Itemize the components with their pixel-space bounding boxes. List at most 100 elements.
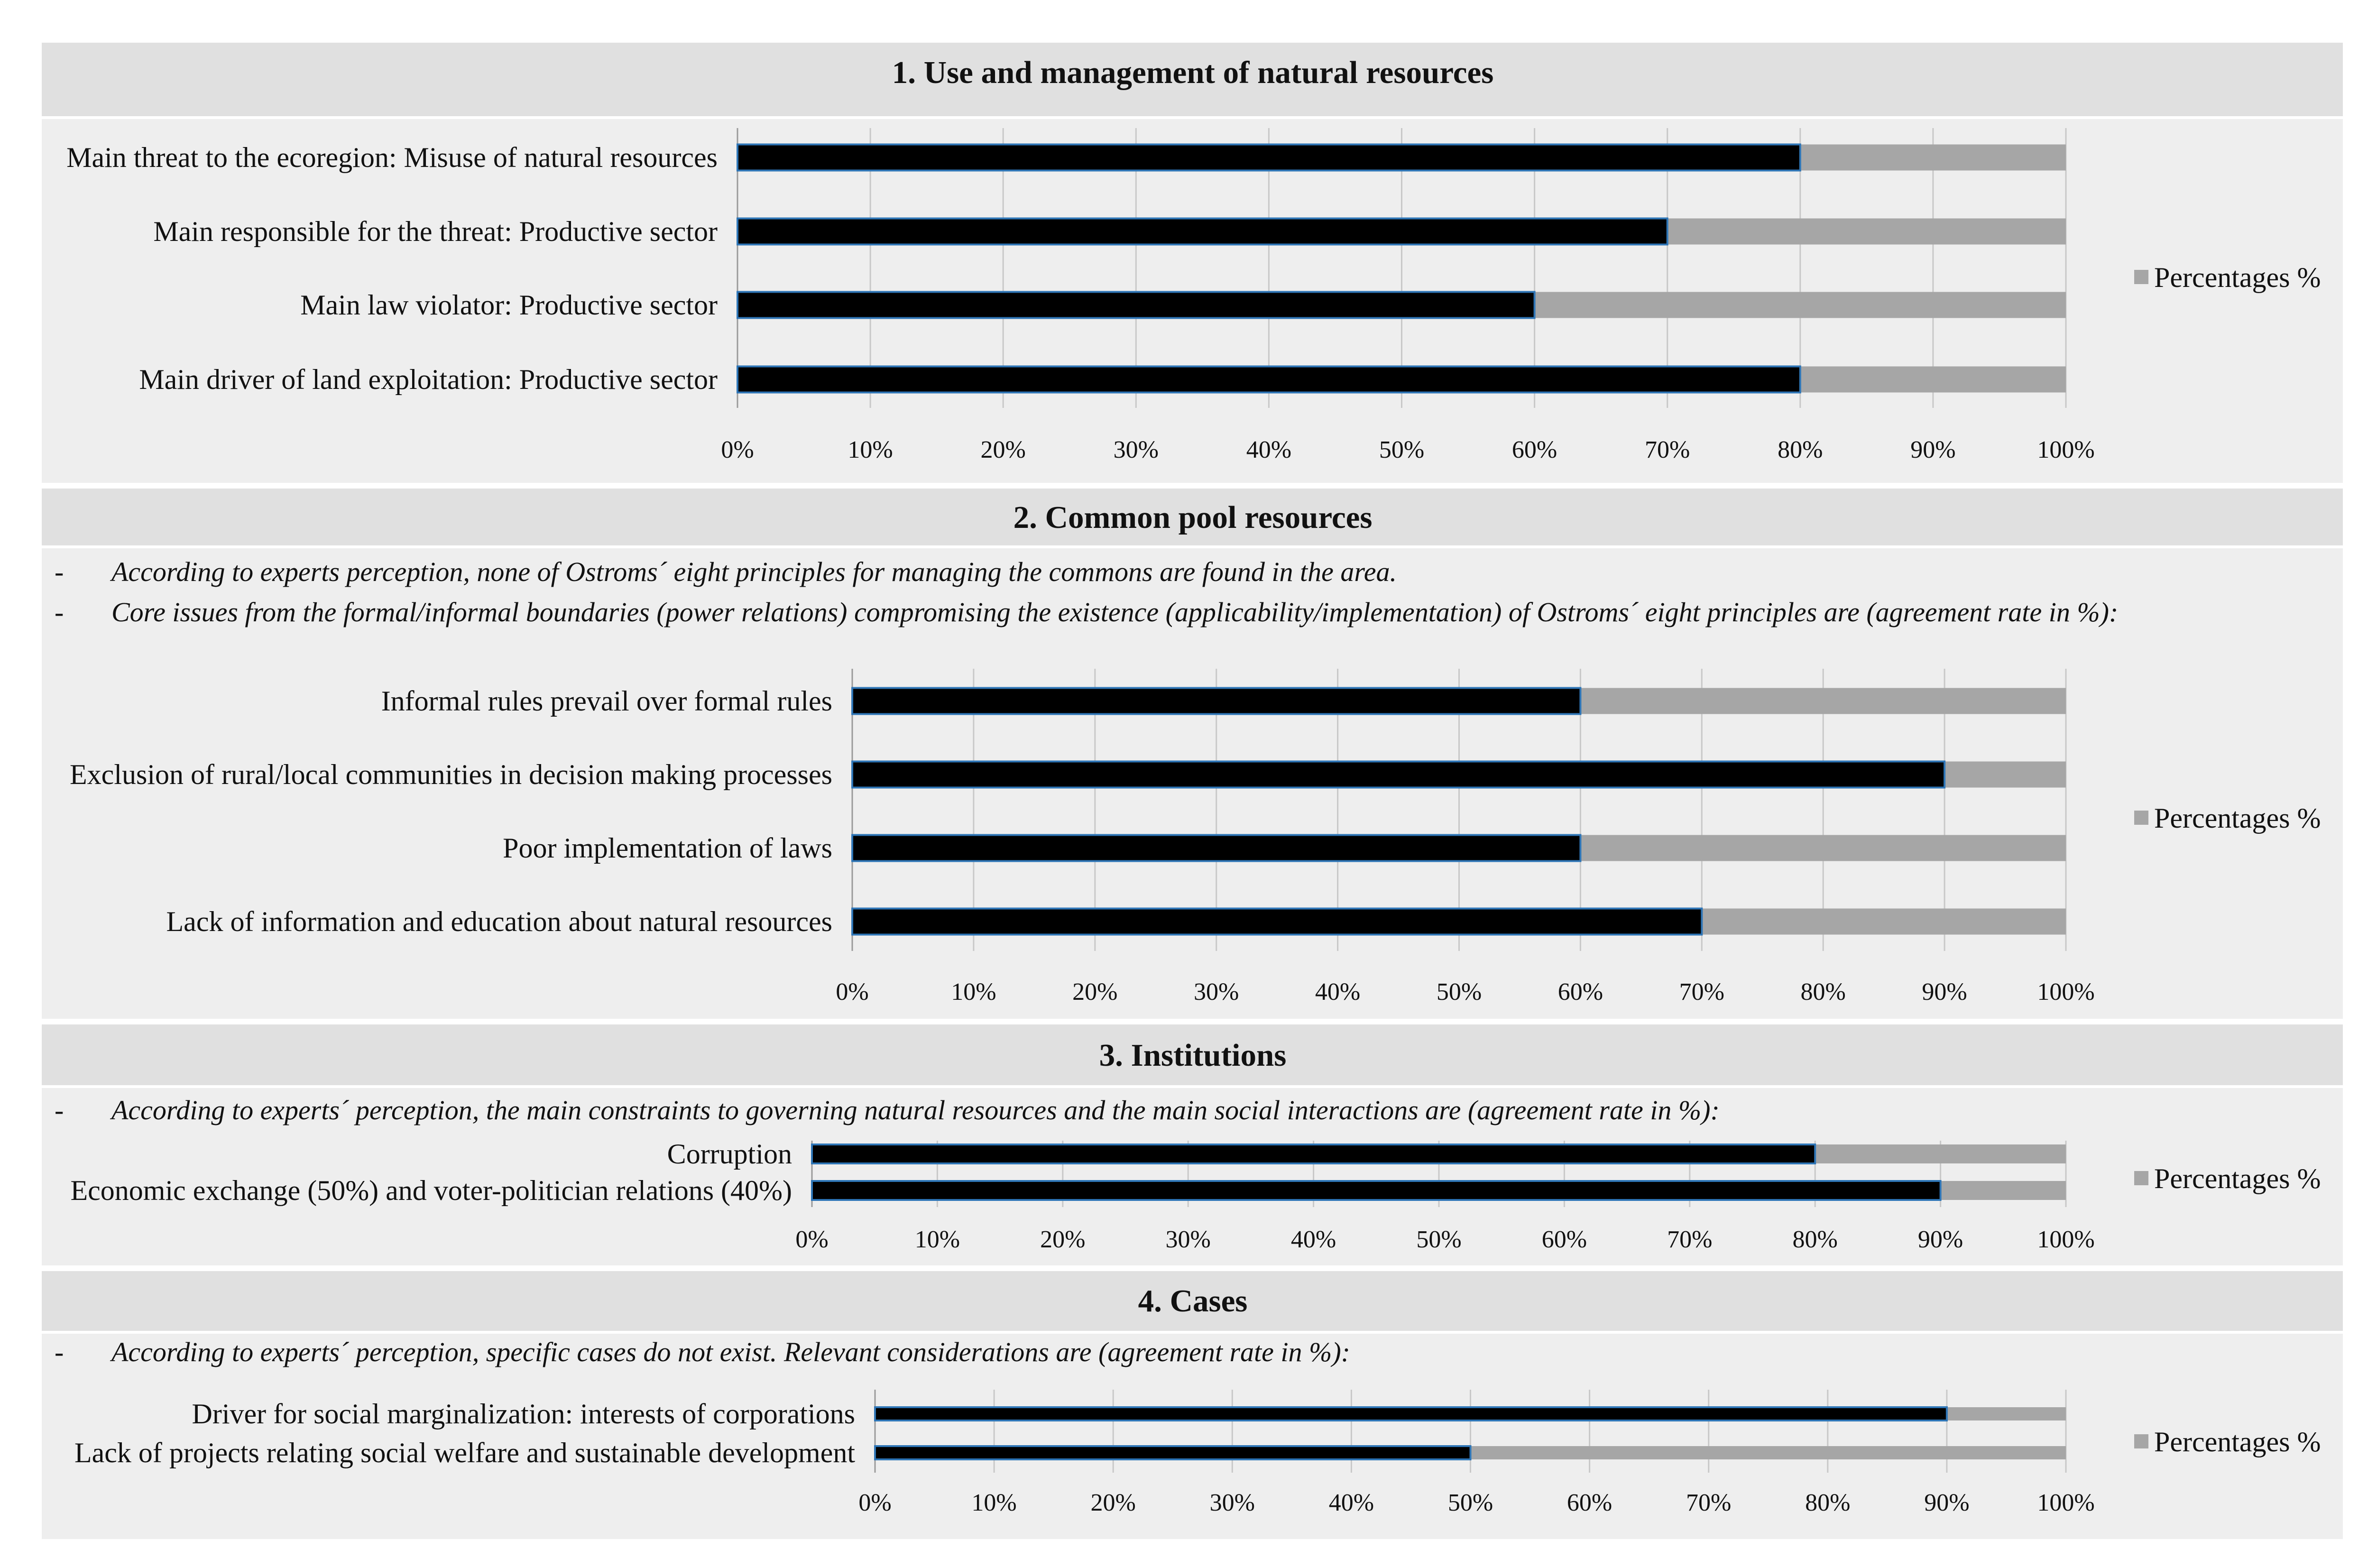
bar xyxy=(874,1406,1948,1421)
x-tick-label: 60% xyxy=(1558,978,1603,1005)
x-tick-label: 50% xyxy=(1437,978,1482,1005)
section-header-band xyxy=(42,489,2343,545)
bar xyxy=(874,1445,1472,1460)
category-label: Poor implementation of laws xyxy=(503,832,832,864)
legend-label: Percentages % xyxy=(2154,1163,2321,1194)
category-label: Main driver of land exploitation: Produc… xyxy=(139,364,718,395)
bar xyxy=(851,907,1703,936)
section-note: According to experts perception, none of… xyxy=(110,556,1397,587)
chart-panel-4: 4. Cases - According to experts´ perceptio… xyxy=(42,1271,2343,1539)
bar xyxy=(811,1180,1942,1201)
x-tick-label: 30% xyxy=(1114,436,1159,463)
category-label: Main threat to the ecoregion: Misuse of … xyxy=(66,142,718,173)
chart-panel-2: 2. Common pool resources - According to ex… xyxy=(42,489,2343,1019)
category-label: Informal rules prevail over formal rules xyxy=(381,685,832,717)
x-tick-label: 0% xyxy=(836,978,868,1005)
chart-panel-1: 1. Use and management of natural resourc… xyxy=(42,43,2343,483)
section-header-divider xyxy=(42,1331,2343,1334)
section-note: Core issues from the formal/informal bou… xyxy=(111,597,2118,627)
legend-swatch xyxy=(2134,1171,2148,1185)
bar xyxy=(851,834,1582,862)
section-title: 3. Institutions xyxy=(1099,1038,1287,1073)
x-tick-label: 0% xyxy=(858,1489,891,1516)
category-label: Economic exchange (50%) and voter-politi… xyxy=(70,1175,792,1206)
legend-swatch xyxy=(2134,1434,2148,1448)
legend-label: Percentages % xyxy=(2154,262,2321,293)
x-tick-label: 40% xyxy=(1329,1489,1374,1516)
x-tick-label: 60% xyxy=(1512,436,1557,463)
x-tick-label: 80% xyxy=(1805,1489,1850,1516)
x-tick-label: 70% xyxy=(1679,978,1724,1005)
bar xyxy=(737,217,1668,246)
legend-label: Percentages % xyxy=(2154,1426,2321,1457)
bar xyxy=(811,1144,1816,1164)
bar xyxy=(737,143,1801,172)
note-bullet: - xyxy=(55,1337,64,1367)
x-tick-label: 70% xyxy=(1645,436,1690,463)
x-tick-label: 90% xyxy=(1924,1489,1969,1516)
x-tick-label: 40% xyxy=(1315,978,1360,1005)
x-tick-label: 40% xyxy=(1291,1226,1336,1253)
legend-label: Percentages % xyxy=(2154,802,2321,834)
x-tick-label: 50% xyxy=(1448,1489,1493,1516)
section-header-divider xyxy=(42,116,2343,119)
x-tick-label: 50% xyxy=(1416,1226,1461,1253)
section-title: 2. Common pool resources xyxy=(1014,500,1373,535)
x-tick-label: 50% xyxy=(1379,436,1424,463)
x-tick-label: 20% xyxy=(1072,978,1117,1005)
x-tick-label: 70% xyxy=(1667,1226,1712,1253)
x-tick-label: 0% xyxy=(721,436,754,463)
section-title: 4. Cases xyxy=(1138,1283,1248,1319)
x-tick-label: 0% xyxy=(795,1226,828,1253)
x-tick-label: 90% xyxy=(1922,978,1967,1005)
category-label: Corruption xyxy=(667,1138,792,1170)
legend-swatch xyxy=(2134,270,2148,284)
bar xyxy=(737,291,1536,319)
x-tick-label: 60% xyxy=(1567,1489,1612,1516)
x-tick-label: 10% xyxy=(915,1226,960,1253)
x-tick-label: 80% xyxy=(1778,436,1823,463)
x-tick-label: 90% xyxy=(1918,1226,1963,1253)
x-tick-label: 20% xyxy=(1040,1226,1085,1253)
section-header-band xyxy=(42,43,2343,116)
category-label: Main law violator: Productive sector xyxy=(300,289,718,321)
x-tick-label: 10% xyxy=(848,436,893,463)
category-label: Main responsible for the threat: Product… xyxy=(153,216,718,247)
bar xyxy=(737,365,1801,394)
x-tick-label: 30% xyxy=(1194,978,1239,1005)
category-label: Lack of information and education about … xyxy=(166,906,832,937)
x-tick-label: 40% xyxy=(1246,436,1291,463)
x-tick-label: 20% xyxy=(1091,1489,1136,1516)
x-tick-label: 10% xyxy=(951,978,996,1005)
x-tick-label: 30% xyxy=(1210,1489,1255,1516)
section-header-band xyxy=(42,1271,2343,1331)
category-label: Driver for social marginalization: inter… xyxy=(192,1398,855,1430)
chart-panel-3: 3. Institutions - According to experts´ pe… xyxy=(42,1024,2343,1265)
section-header-divider xyxy=(42,545,2343,548)
x-tick-label: 10% xyxy=(971,1489,1016,1516)
section-header-divider xyxy=(42,1085,2343,1088)
x-tick-label: 20% xyxy=(981,436,1026,463)
section-header-band xyxy=(42,1024,2343,1085)
note-bullet: - xyxy=(55,556,64,587)
x-tick-label: 70% xyxy=(1686,1489,1731,1516)
x-tick-label: 30% xyxy=(1166,1226,1211,1253)
x-tick-label: 80% xyxy=(1793,1226,1838,1253)
x-tick-label: 100% xyxy=(2037,978,2094,1005)
x-tick-label: 100% xyxy=(2037,436,2094,463)
section-note: According to experts´ perception, the ma… xyxy=(110,1095,1720,1125)
bar xyxy=(851,760,1946,789)
section-title: 1. Use and management of natural resourc… xyxy=(892,55,1494,90)
x-tick-label: 90% xyxy=(1910,436,1955,463)
note-bullet: - xyxy=(55,1095,64,1125)
x-tick-label: 60% xyxy=(1542,1226,1587,1253)
section-note: According to experts´ perception, specif… xyxy=(110,1337,1350,1367)
category-label: Lack of projects relating social welfare… xyxy=(74,1437,855,1468)
x-tick-label: 100% xyxy=(2037,1489,2094,1516)
bar xyxy=(851,687,1582,715)
x-tick-label: 80% xyxy=(1801,978,1846,1005)
category-label: Exclusion of rural/local communities in … xyxy=(70,759,832,790)
x-tick-label: 100% xyxy=(2037,1226,2094,1253)
legend-swatch xyxy=(2134,811,2148,825)
